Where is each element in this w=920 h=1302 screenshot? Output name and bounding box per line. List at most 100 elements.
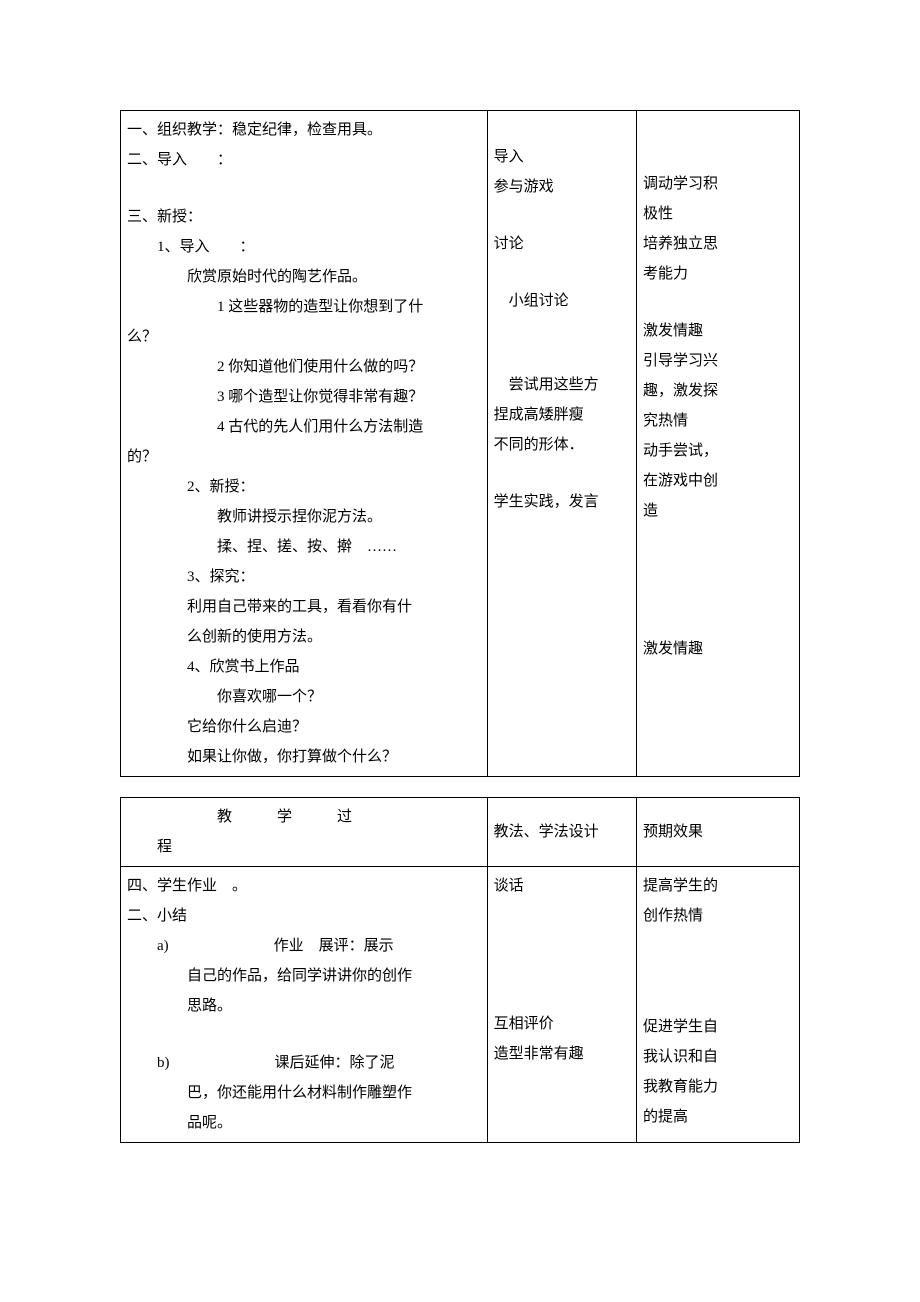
blank <box>494 928 630 955</box>
blank <box>494 460 630 487</box>
text-line: 参与游戏 <box>494 172 630 202</box>
header-method: 教法、学法设计 <box>487 798 636 867</box>
text-line: 四、学生作业 。 <box>127 871 481 901</box>
text-line: 一、组织教学：稳定纪律，检查用具。 <box>127 115 481 145</box>
text-line: 动手尝试， <box>643 436 793 466</box>
text-line: 提高学生的 <box>643 871 793 901</box>
blank <box>643 580 793 607</box>
blank <box>643 553 793 580</box>
text-line: 么？ <box>127 322 481 352</box>
blank <box>494 259 630 286</box>
text-line: 考能力 <box>643 259 793 289</box>
text-line: 揉、捏、搓、按、擀 …… <box>127 532 481 562</box>
text-line: 学生实践，发言 <box>494 487 630 517</box>
header-char: 程 <box>127 832 481 862</box>
text-line: 极性 <box>643 199 793 229</box>
text-line: 欣赏原始时代的陶艺作品。 <box>127 262 481 292</box>
blank <box>643 142 793 169</box>
text-line: 捏成高矮胖瘦 <box>494 400 630 430</box>
text-line: 导入 <box>494 142 630 172</box>
text-line: 4、欣赏书上作品 <box>127 652 481 682</box>
text-line: 在游戏中创 <box>643 466 793 496</box>
text-line: 二、导入 ： <box>127 145 481 175</box>
text-line: 3 哪个造型让你觉得非常有趣？ <box>127 382 481 412</box>
text-line: 我教育能力 <box>643 1072 793 1102</box>
text-line: 究热情 <box>643 406 793 436</box>
text-line: 2、新授： <box>127 472 481 502</box>
text-line: 趣，激发探 <box>643 376 793 406</box>
text-line: 尝试用这些方 <box>494 370 630 400</box>
text-line: 2 你知道他们使用什么做的吗？ <box>127 352 481 382</box>
teaching-process-cell: 四、学生作业 。 二、小结 a) 作业 展评：展示 自己的作品，给同学讲讲你的创作… <box>121 867 488 1143</box>
text-line: 讨论 <box>494 229 630 259</box>
blank <box>127 175 481 202</box>
text-line: 教师讲授示捏你泥方法。 <box>127 502 481 532</box>
text-line: 如果让你做，你打算做个什么？ <box>127 742 481 772</box>
table-row: 四、学生作业 。 二、小结 a) 作业 展评：展示 自己的作品，给同学讲讲你的创作… <box>121 867 800 1143</box>
text-line: a) 作业 展评：展示 <box>127 931 481 961</box>
blank <box>643 526 793 553</box>
blank <box>494 115 630 142</box>
table-spacer <box>120 777 800 797</box>
effect-cell: 调动学习积 极性 培养独立思 考能力 激发情趣 引导学习兴 趣，激发探 究热情 … <box>637 111 800 777</box>
header-char: 学 <box>277 809 292 825</box>
blank <box>494 202 630 229</box>
header-char: 教 <box>217 809 232 825</box>
effect-cell: 提高学生的 创作热情 促进学生自 我认识和自 我教育能力 的提高 <box>637 867 800 1143</box>
text-line: 小组讨论 <box>494 286 630 316</box>
blank <box>127 1021 481 1048</box>
blank <box>643 289 793 316</box>
text-line: 它给你什么启迪？ <box>127 712 481 742</box>
lesson-table-1: 一、组织教学：稳定纪律，检查用具。 二、导入 ： 三、新授： 1、导入 ： 欣赏… <box>120 110 800 777</box>
text-line: 培养独立思 <box>643 229 793 259</box>
text-line: 促进学生自 <box>643 1012 793 1042</box>
text-line: 造型非常有趣 <box>494 1039 630 1069</box>
text-line: 1 这些器物的造型让你想到了什 <box>127 292 481 322</box>
blank <box>494 982 630 1009</box>
text-line: 4 古代的先人们用什么方法制造 <box>127 412 481 442</box>
text-line: 的？ <box>127 442 481 472</box>
text-line: 你喜欢哪一个？ <box>127 682 481 712</box>
text-line: 互相评价 <box>494 1009 630 1039</box>
text-line: 3、探究： <box>127 562 481 592</box>
header-process: 教 学 过 程 <box>121 798 488 867</box>
lesson-table-2: 教 学 过 程 教法、学法设计 预期效果 四、学生作业 。 二、小结 a) 作业 展评… <box>120 797 800 1143</box>
blank <box>643 115 793 142</box>
blank <box>494 901 630 928</box>
text-line: 引导学习兴 <box>643 346 793 376</box>
blank <box>643 958 793 985</box>
header-char: 过 <box>337 809 352 825</box>
text-content: 作业 展评：展示 <box>274 938 394 954</box>
list-marker: a) <box>157 938 169 954</box>
text-line: 不同的形体． <box>494 430 630 460</box>
text-line: 我认识和自 <box>643 1042 793 1072</box>
text-line: 么创新的使用方法。 <box>127 622 481 652</box>
text-line: 造 <box>643 496 793 526</box>
text-line: 自己的作品，给同学讲讲你的创作 <box>127 961 481 991</box>
text-line: 激发情趣 <box>643 316 793 346</box>
blank <box>643 607 793 634</box>
text-line: 1、导入 ： <box>127 232 481 262</box>
teaching-process-cell: 一、组织教学：稳定纪律，检查用具。 二、导入 ： 三、新授： 1、导入 ： 欣赏… <box>121 111 488 777</box>
text-line: 品呢。 <box>127 1108 481 1138</box>
list-marker: b) <box>157 1055 170 1071</box>
text-line: 谈话 <box>494 871 630 901</box>
text-line: 预期效果 <box>643 824 703 840</box>
text-line: b) 课后延伸：除了泥 <box>127 1048 481 1078</box>
blank <box>494 955 630 982</box>
text-line: 的提高 <box>643 1102 793 1132</box>
blank <box>494 316 630 343</box>
blank <box>643 931 793 958</box>
text-line: 调动学习积 <box>643 169 793 199</box>
text-content: 课后延伸：除了泥 <box>275 1055 395 1071</box>
text-line: 二、小结 <box>127 901 481 931</box>
header-effect: 预期效果 <box>637 798 800 867</box>
text-line: 激发情趣 <box>643 634 793 664</box>
text-line: 三、新授： <box>127 202 481 232</box>
text-line: 思路。 <box>127 991 481 1021</box>
text-line: 巴，你还能用什么材料制作雕塑作 <box>127 1078 481 1108</box>
table-header-row: 教 学 过 程 教法、学法设计 预期效果 <box>121 798 800 867</box>
text-line: 利用自己带来的工具，看看你有什 <box>127 592 481 622</box>
method-cell: 导入 参与游戏 讨论 小组讨论 尝试用这些方 捏成高矮胖瘦 不同的形体． 学生实… <box>487 111 636 777</box>
blank <box>643 985 793 1012</box>
